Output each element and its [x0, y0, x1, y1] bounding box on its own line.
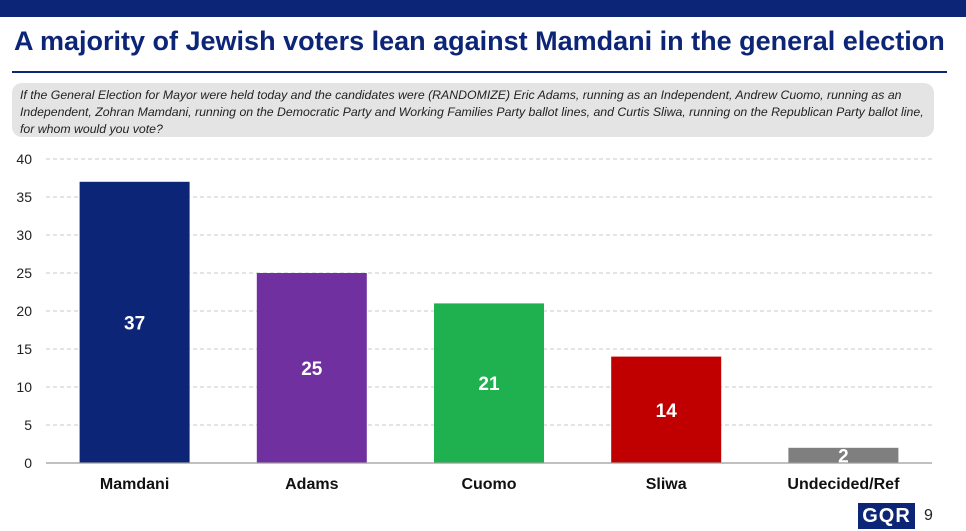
bars: 37 25 21 14 2	[79, 181, 899, 467]
question-text: If the General Election for Mayor were h…	[12, 83, 934, 137]
category-label: Mamdani	[100, 476, 169, 493]
data-label: 37	[124, 313, 145, 334]
bar-cuomo	[434, 303, 544, 463]
y-tick-label: 5	[24, 417, 32, 433]
y-tick-label: 10	[16, 379, 32, 395]
category-label: Sliwa	[646, 476, 687, 493]
page-number: 9	[924, 507, 933, 524]
gqr-logo: GQR	[858, 503, 915, 529]
y-tick-label: 30	[16, 227, 32, 243]
category-labels: Mamdani Adams Cuomo Sliwa Undecided/Ref	[100, 476, 900, 493]
title-rule	[12, 71, 947, 73]
y-tick-label: 25	[16, 265, 32, 281]
y-tick-label: 40	[16, 151, 32, 167]
y-tick-label: 20	[16, 303, 32, 319]
data-label: 21	[478, 374, 500, 395]
category-label: Undecided/Ref	[787, 476, 900, 493]
y-tick-label: 15	[16, 341, 32, 357]
bar-adams	[256, 273, 367, 463]
category-label: Adams	[285, 476, 338, 493]
bar-chart: 0 5 10 15 20 25 30 35 40 37 25 21 14 2 Mamdani Adams C…	[16, 151, 932, 493]
top-band	[0, 0, 966, 17]
data-label: 25	[301, 359, 323, 380]
data-label: 2	[838, 446, 849, 467]
data-label: 14	[656, 401, 678, 422]
category-label: Cuomo	[461, 476, 516, 493]
y-tick-label: 0	[24, 455, 32, 471]
y-tick-label: 35	[16, 189, 32, 205]
y-axis-ticks: 0 5 10 15 20 25 30 35 40	[16, 151, 32, 471]
bar-mamdani	[79, 181, 190, 464]
page-title: A majority of Jewish voters lean against…	[14, 26, 945, 56]
bar-undecided-ref	[788, 447, 899, 463]
bar-sliwa	[611, 356, 722, 463]
